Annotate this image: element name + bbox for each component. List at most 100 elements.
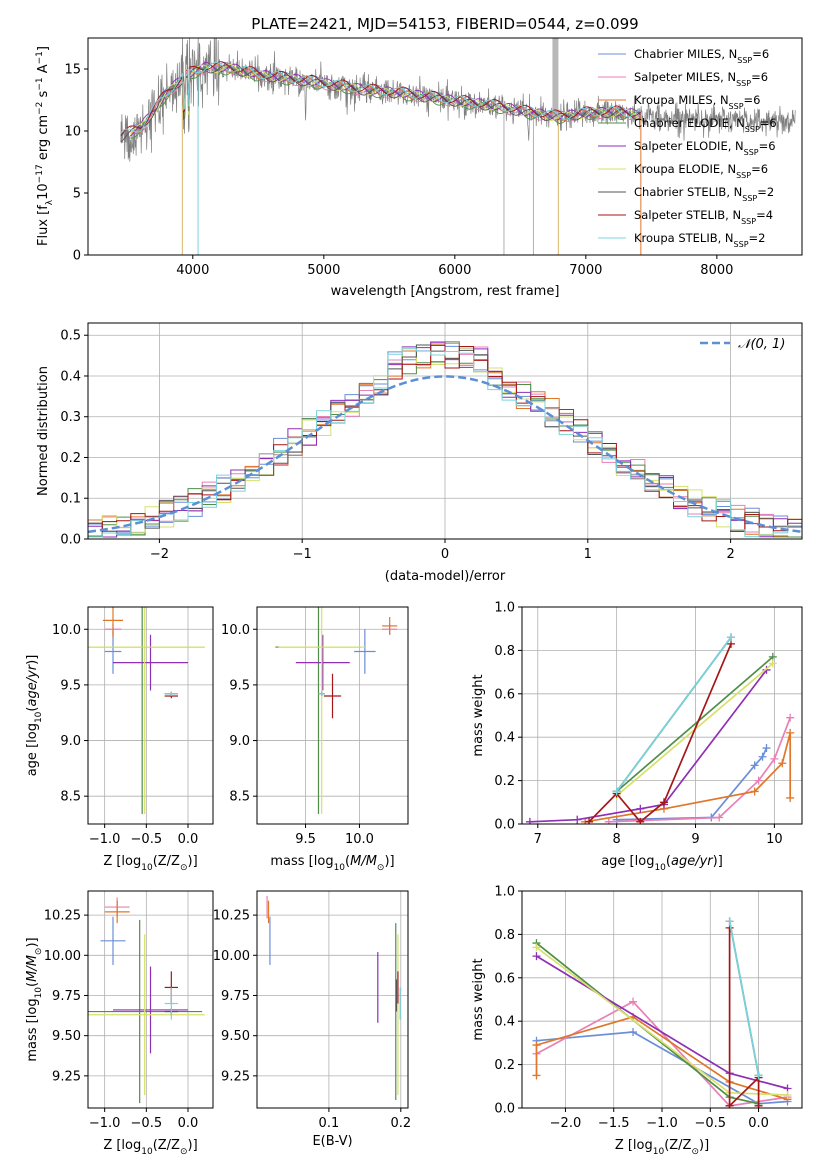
errorbar-point <box>104 900 130 924</box>
legend-entry: 𝒩(0, 1) <box>738 337 785 352</box>
x-tick-label: 0.0 <box>748 1116 769 1131</box>
plot-area <box>88 897 205 1104</box>
y-tick-label: 0.4 <box>60 369 81 384</box>
mass-weight-series-line <box>616 656 774 793</box>
y-tick-label: 8.5 <box>60 790 81 805</box>
mass-weight-marker <box>636 804 645 813</box>
y-tick-label: 0.8 <box>494 928 515 943</box>
x-tick-label: −0.5 <box>131 1116 163 1131</box>
x-tick-label: 0 <box>441 547 449 562</box>
x-tick-label: 10.0 <box>345 832 374 847</box>
spectrum-legend: Chabrier MILES, NSSP=6 Salpeter MILES, NS… <box>598 47 777 249</box>
mass-weight-marker <box>778 759 787 768</box>
errorbar-point <box>295 634 350 691</box>
plot-area <box>88 607 205 814</box>
x-tick-label: 9.5 <box>295 832 316 847</box>
x-tick-label: 10 <box>766 832 783 847</box>
y-tick-label: 0.8 <box>494 644 515 659</box>
x-tick-label: −2.0 <box>550 1116 582 1131</box>
x-tick-label: 8000 <box>700 263 733 278</box>
y-tick-label: 9.0 <box>60 734 81 749</box>
x-tick-label: −2 <box>150 547 169 562</box>
mass-weight-marker <box>786 713 795 722</box>
y-tick-label: 9.0 <box>229 734 250 749</box>
mass-weight-marker <box>532 1041 541 1050</box>
x-tick-label: 7000 <box>569 263 602 278</box>
y-tick-label: 0.6 <box>494 687 515 702</box>
y-tick-label: 9.50 <box>52 1029 81 1044</box>
mass-weight-marker <box>629 1028 638 1037</box>
mass-weight-series-line <box>615 636 732 793</box>
mass-weight-marker <box>532 1071 541 1080</box>
y-tick-label: 9.25 <box>221 1069 250 1084</box>
plot-area <box>525 633 795 824</box>
y-tick-label: 10.00 <box>44 949 81 964</box>
mass-weight-marker <box>525 817 534 824</box>
errorbar-point <box>88 607 205 814</box>
x-tick-label: −1.5 <box>598 1116 630 1131</box>
y-axis-label: mass weight <box>471 958 486 1040</box>
y-tick-label: 10.0 <box>52 623 81 638</box>
errorbar-point <box>113 966 188 1054</box>
axes-frame <box>256 890 409 1109</box>
x-axis-label: (data-model)/error <box>385 569 506 584</box>
x-tick-label: −0.5 <box>694 1116 726 1131</box>
spectrum-panel: 4000 5000 6000 7000 8000 0 5 10 15 Chabrier MILES… <box>35 37 803 299</box>
errorbar-point <box>318 691 325 697</box>
x-tick-label: 0.1 <box>319 1116 340 1131</box>
plot-area <box>532 917 792 1108</box>
weight-vs-age-panel: 7 8 9 10 0.0 0.2 0.4 0.6 0.8 1.0 age [log10(age/yr… <box>471 601 803 873</box>
y-tick-label: 0.2 <box>494 1058 515 1073</box>
y-tick-label: 10 <box>64 125 81 140</box>
y-tick-label: 0.4 <box>494 1015 515 1030</box>
x-axis-label: Z [log10(Z/Z⊙)] <box>615 1138 709 1157</box>
errorbar-point <box>88 919 203 1104</box>
y-tick-label: 10.0 <box>221 623 250 638</box>
errorbar-point <box>100 916 126 965</box>
y-tick-label: 10.00 <box>213 949 250 964</box>
legend-entry: Chabrier ELODIE, NSSP=6 <box>634 116 777 134</box>
y-tick-label: 1.0 <box>494 885 515 900</box>
legend-entry: Kroupa MILES, NSSP=6 <box>634 93 760 111</box>
x-axis-label: Z [log10(Z/Z⊙)] <box>103 1138 197 1157</box>
age-vs-mass-panel: 9.5 10.0 8.5 9.0 9.5 10.0 mass [log10(M/M⊙)] <box>221 606 409 873</box>
mass-weight-marker <box>629 997 638 1006</box>
residual-histogram-panel: −2 −1 0 1 2 0.0 0.1 0.2 0.3 0.4 0.5 𝒩(0, 1) (data-mo… <box>36 322 803 584</box>
mass-weight-series-line <box>728 927 760 1108</box>
mass-weight-marker <box>750 787 759 796</box>
y-tick-label: 9.75 <box>221 989 250 1004</box>
mass-weight-marker <box>762 744 771 753</box>
mass-weight-marker <box>786 728 795 737</box>
legend-entry: Kroupa STELIB, NSSP=2 <box>634 231 765 249</box>
x-tick-label: −0.5 <box>131 832 163 847</box>
errorbar-point <box>354 629 376 674</box>
y-tick-label: 8.5 <box>229 790 250 805</box>
mass-vs-ebv-panel: 0.1 0.2 9.25 9.50 9.75 10.00 10.25 E(B-V) <box>213 890 411 1149</box>
mass-weight-marker <box>754 1101 763 1108</box>
mass-weight-marker <box>585 817 594 824</box>
axes-frame <box>87 890 214 1109</box>
y-tick-label: 9.25 <box>52 1069 81 1084</box>
mass-weight-marker <box>754 776 763 785</box>
y-tick-label: 0 <box>73 249 81 264</box>
legend-entry: Kroupa ELODIE, NSSP=6 <box>634 162 768 180</box>
x-tick-label: 2 <box>726 547 734 562</box>
y-tick-label: 9.5 <box>60 678 81 693</box>
model-spectrum-line <box>129 64 641 134</box>
y-tick-label: 0.6 <box>494 971 515 986</box>
mass-weight-series-line <box>728 921 760 1076</box>
y-tick-label: 1.0 <box>494 601 515 616</box>
x-tick-label: −1.0 <box>89 1116 121 1131</box>
mass-weight-marker <box>636 817 645 824</box>
mass-weight-marker <box>750 761 759 770</box>
y-tick-label: 0.0 <box>494 1102 515 1117</box>
legend-entry: Salpeter MILES, NSSP=6 <box>634 70 768 88</box>
y-axis-label: mass [log10(M/M⊙)] <box>25 937 44 1061</box>
mass-weight-marker <box>532 943 541 952</box>
figure-title: PLATE=2421, MJD=54153, FIBERID=0544, z=0… <box>251 15 638 33</box>
y-tick-label: 9.75 <box>52 989 81 1004</box>
residual-histogram-step <box>88 344 802 538</box>
x-axis-label: E(B-V) <box>312 1134 352 1149</box>
y-tick-label: 9.5 <box>229 678 250 693</box>
model-spectrum-line <box>129 64 641 136</box>
